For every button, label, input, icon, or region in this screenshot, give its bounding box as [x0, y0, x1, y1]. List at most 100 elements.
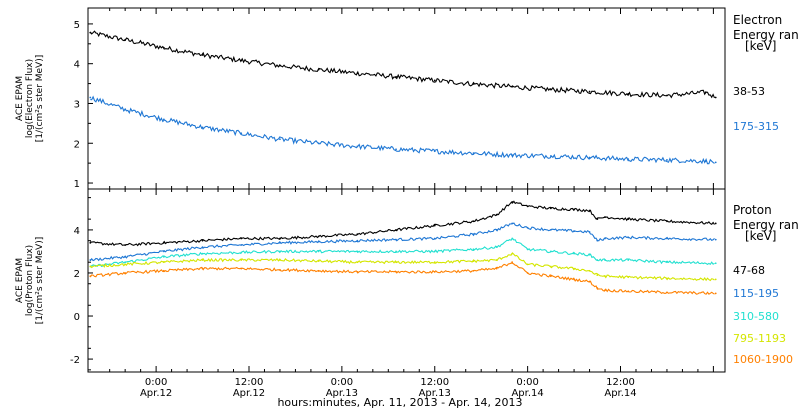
- data-point: [201, 246, 204, 249]
- data-point: [395, 229, 397, 231]
- series-line-1060-1900: [89, 262, 715, 295]
- data-point: [356, 239, 359, 242]
- y-tick-label: 1: [74, 179, 80, 190]
- data-point: [162, 46, 165, 49]
- data-point: [511, 201, 514, 203]
- data-point: [356, 250, 359, 253]
- data-point: [317, 250, 320, 253]
- data-point: [162, 261, 165, 264]
- data-point: [89, 259, 92, 261]
- data-point: [666, 220, 668, 223]
- data-point: [356, 270, 359, 273]
- x-tick-date: Apr.13: [419, 388, 451, 399]
- series-line-47-68: [90, 200, 715, 247]
- legend-entry: 310-580: [733, 310, 779, 323]
- legend-entry: 795-1193: [733, 332, 786, 345]
- data-point: [714, 222, 717, 225]
- x-tick-time: 0:00: [516, 377, 538, 388]
- y-tick-label: 4: [74, 226, 80, 237]
- data-point: [356, 233, 359, 236]
- y-axis-label: ACE EPAM: [15, 258, 25, 303]
- data-point: [526, 263, 529, 266]
- y-axis-label: log(Electron Flux): [25, 59, 35, 138]
- data-point: [124, 108, 127, 111]
- data-point: [511, 85, 514, 88]
- data-point: [279, 250, 281, 253]
- x-tick-time: 12:00: [420, 377, 449, 388]
- data-point: [604, 216, 606, 218]
- data-point: [604, 289, 606, 292]
- data-point: [526, 272, 529, 274]
- x-tick-date: Apr.12: [233, 388, 265, 399]
- series-line-310-580: [90, 237, 715, 268]
- x-tick-time: 0:00: [145, 377, 167, 388]
- data-point: [588, 231, 591, 233]
- data-point: [596, 218, 599, 221]
- data-point: [596, 259, 599, 261]
- data-point: [279, 241, 281, 244]
- data-point: [596, 239, 599, 242]
- data-point: [588, 209, 591, 212]
- right-edge-mask: [798, 0, 800, 410]
- data-point: [495, 267, 498, 270]
- data-point: [666, 291, 668, 294]
- data-point: [201, 259, 204, 261]
- data-point: [279, 64, 281, 67]
- data-point: [89, 96, 92, 99]
- data-point: [472, 220, 475, 223]
- data-point: [604, 275, 606, 278]
- data-point: [279, 259, 281, 261]
- data-point: [549, 275, 552, 278]
- data-point: [124, 272, 127, 274]
- data-point: [472, 152, 475, 155]
- plot-frame-proton: [87, 188, 726, 373]
- data-point: [395, 250, 397, 253]
- data-point: [549, 250, 552, 253]
- x-tick-time: 0:00: [331, 377, 353, 388]
- data-point: [549, 229, 552, 231]
- data-point: [511, 237, 514, 240]
- legend-title: Energy ranges: [733, 28, 800, 42]
- series-line-115-195: [89, 222, 715, 262]
- data-point: [279, 237, 281, 240]
- data-point: [317, 260, 320, 263]
- y-tick-label: 5: [74, 20, 80, 31]
- data-point: [240, 244, 243, 246]
- data-point: [596, 274, 599, 277]
- y-axis-label: [1/(cm²s ster MeV)]: [35, 55, 45, 142]
- data-point: [279, 138, 281, 141]
- data-point: [588, 90, 591, 93]
- y-axis-label: log(Proton Flux): [25, 245, 35, 316]
- data-point: [201, 252, 204, 255]
- data-point: [433, 250, 436, 253]
- data-point: [704, 91, 707, 94]
- data-point: [573, 267, 575, 270]
- data-point: [588, 156, 591, 159]
- data-point: [588, 280, 591, 283]
- data-point: [356, 72, 359, 75]
- data-point: [588, 253, 591, 256]
- data-point: [714, 161, 717, 164]
- data-point: [511, 261, 514, 264]
- data-point: [526, 205, 529, 208]
- data-point: [714, 278, 717, 281]
- data-point: [666, 94, 668, 97]
- data-point: [433, 237, 436, 240]
- data-point: [549, 265, 552, 268]
- data-point: [240, 267, 243, 270]
- data-point: [627, 158, 630, 161]
- x-axis-caption: hours:minutes, Apr. 11, 2013 - Apr. 14, …: [277, 396, 522, 409]
- data-point: [395, 238, 397, 241]
- data-point: [627, 259, 630, 261]
- data-point: [240, 132, 243, 135]
- legend-entry: 38-53: [733, 85, 765, 98]
- legend-entry: 175-315: [733, 120, 779, 133]
- data-point: [395, 261, 397, 264]
- data-point: [201, 54, 204, 56]
- data-point: [395, 270, 397, 273]
- data-point: [666, 261, 668, 264]
- data-point: [395, 75, 397, 78]
- data-point: [604, 237, 606, 240]
